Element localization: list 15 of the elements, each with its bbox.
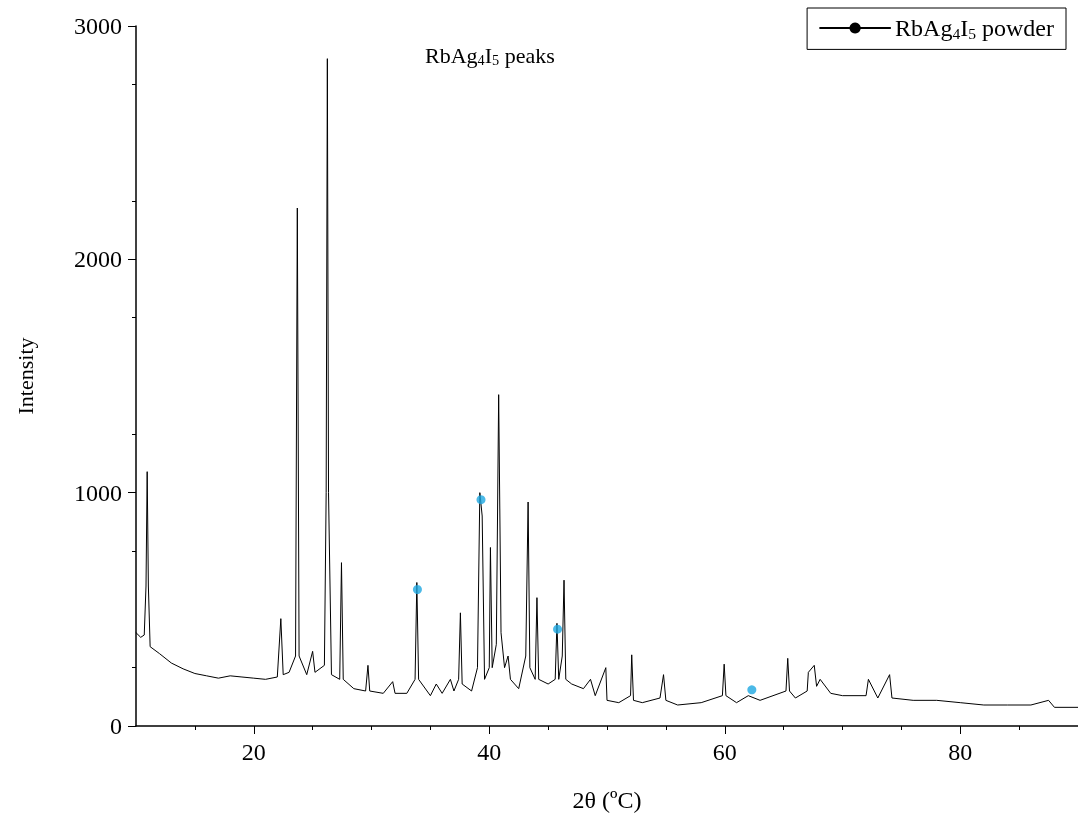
x-axis-title: 2θ (ºC) — [572, 787, 642, 813]
point — [476, 495, 486, 505]
x-tick-label: 40 — [477, 739, 502, 765]
point — [553, 624, 563, 634]
annotation: RbAg4I5 peaks — [425, 42, 555, 68]
y-axis-title: Intensity — [12, 337, 38, 415]
y-tick-label: 3000 — [74, 13, 122, 39]
point — [747, 685, 757, 695]
y-tick-label: 2000 — [74, 246, 122, 273]
x-tick-label: 20 — [241, 739, 266, 765]
x-tick-label: 60 — [712, 739, 737, 765]
y-tick-label: 0 — [110, 713, 122, 739]
x-tick-label: 80 — [948, 739, 973, 765]
point — [412, 585, 422, 594]
y-tick-label: 1000 — [74, 479, 122, 506]
